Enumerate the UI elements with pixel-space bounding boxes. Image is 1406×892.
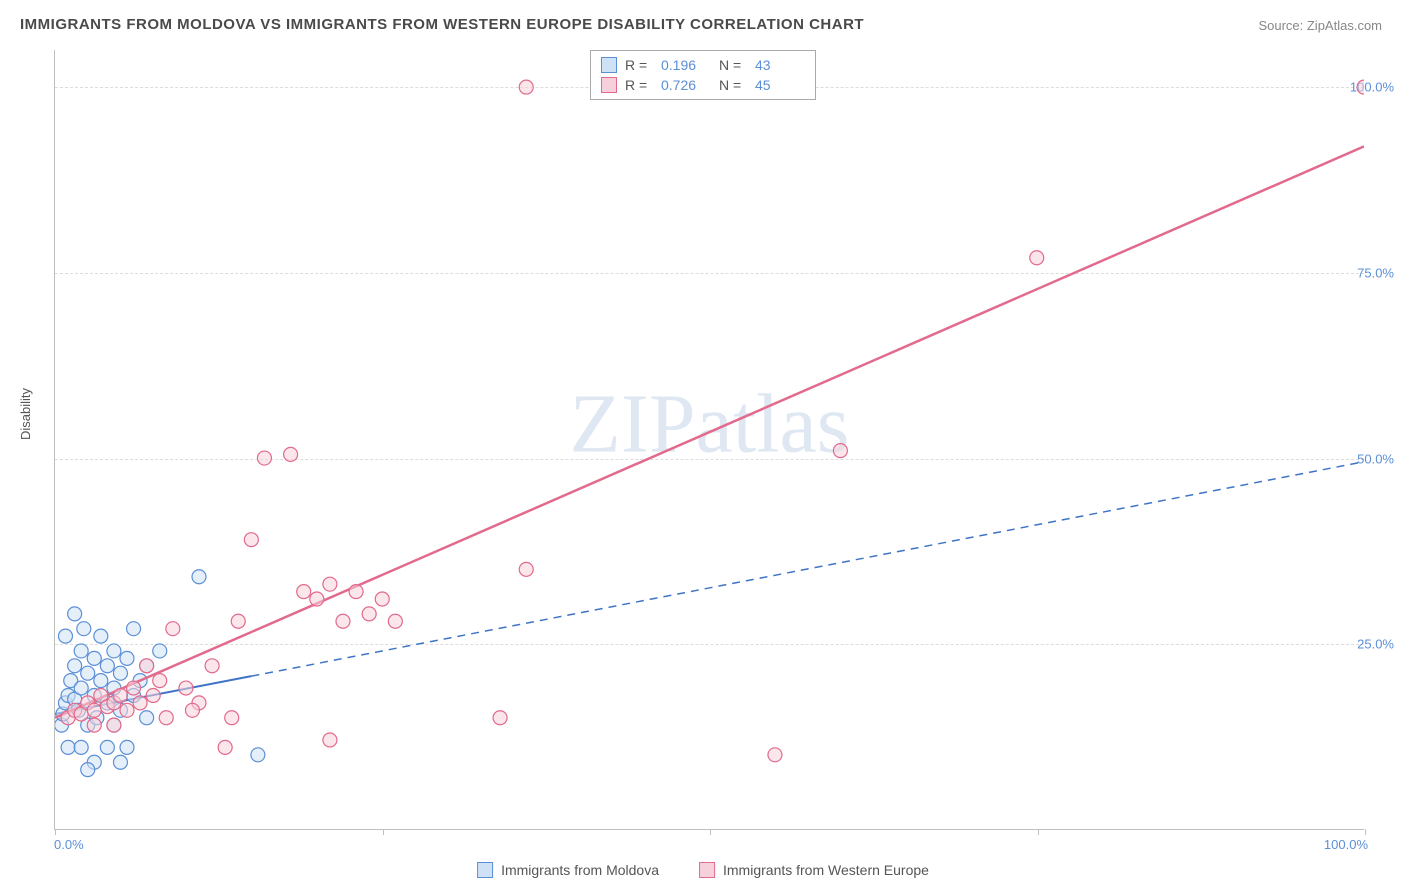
x-tick-label: 100.0% — [1324, 837, 1368, 852]
x-tick — [1038, 829, 1039, 835]
x-tick — [710, 829, 711, 835]
x-tick — [55, 829, 56, 835]
swatch-icon — [477, 862, 493, 878]
legend-stats: R = 0.196 N = 43 R = 0.726 N = 45 — [590, 50, 816, 100]
y-axis-label: Disability — [18, 388, 33, 440]
swatch-icon — [601, 57, 617, 73]
r-label: R = — [625, 57, 653, 73]
r-value: 0.726 — [661, 77, 711, 93]
plot-area: ZIPatlas — [54, 50, 1364, 830]
x-tick — [383, 829, 384, 835]
source-attribution: Source: ZipAtlas.com — [1258, 18, 1382, 33]
r-label: R = — [625, 77, 653, 93]
n-label: N = — [719, 57, 747, 73]
legend-label: Immigrants from Moldova — [501, 862, 659, 878]
chart-svg — [55, 50, 1364, 829]
r-value: 0.196 — [661, 57, 711, 73]
swatch-icon — [601, 77, 617, 93]
swatch-icon — [699, 862, 715, 878]
legend-item: Immigrants from Western Europe — [699, 862, 929, 878]
n-value: 43 — [755, 57, 805, 73]
x-tick — [1365, 829, 1366, 835]
legend-series: Immigrants from Moldova Immigrants from … — [477, 862, 929, 878]
legend-stats-row: R = 0.726 N = 45 — [601, 75, 805, 95]
chart-title: IMMIGRANTS FROM MOLDOVA VS IMMIGRANTS FR… — [20, 16, 864, 33]
legend-label: Immigrants from Western Europe — [723, 862, 929, 878]
n-value: 45 — [755, 77, 805, 93]
legend-item: Immigrants from Moldova — [477, 862, 659, 878]
x-tick-label: 0.0% — [54, 837, 84, 852]
n-label: N = — [719, 77, 747, 93]
legend-stats-row: R = 0.196 N = 43 — [601, 55, 805, 75]
